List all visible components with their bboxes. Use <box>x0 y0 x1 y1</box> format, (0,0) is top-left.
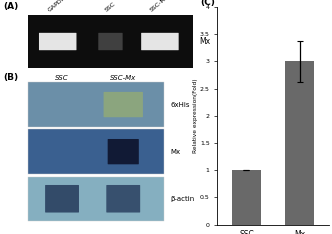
Bar <box>28 15 193 68</box>
FancyBboxPatch shape <box>39 33 76 50</box>
Bar <box>285 61 314 225</box>
Text: SSC-Mx: SSC-Mx <box>149 0 171 12</box>
Text: GAPDH: GAPDH <box>47 0 68 12</box>
FancyBboxPatch shape <box>104 92 143 117</box>
FancyBboxPatch shape <box>141 33 179 50</box>
Text: Mx: Mx <box>170 149 180 155</box>
Text: SSC-Mx: SSC-Mx <box>110 75 136 81</box>
Bar <box>28 176 164 221</box>
Text: (A): (A) <box>3 2 19 11</box>
Bar <box>232 170 261 225</box>
Text: β-actin: β-actin <box>170 196 195 202</box>
Bar <box>28 129 164 174</box>
Text: (C): (C) <box>201 0 215 7</box>
FancyBboxPatch shape <box>108 139 139 164</box>
Text: (B): (B) <box>3 73 19 82</box>
Text: SSC: SSC <box>55 75 69 81</box>
FancyBboxPatch shape <box>106 185 140 212</box>
Text: Mx: Mx <box>199 37 210 46</box>
Y-axis label: Relative expression(Fold): Relative expression(Fold) <box>194 79 199 153</box>
Bar <box>28 82 164 127</box>
Text: 6xHis: 6xHis <box>170 102 190 108</box>
FancyBboxPatch shape <box>45 185 79 212</box>
FancyBboxPatch shape <box>98 33 123 50</box>
Text: SSC: SSC <box>104 1 117 12</box>
